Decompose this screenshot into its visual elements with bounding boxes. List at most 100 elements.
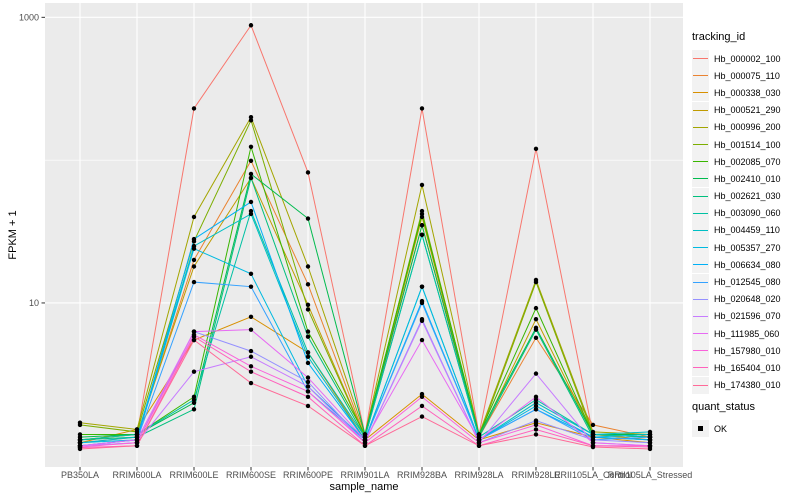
data-point (533, 422, 539, 428)
data-point (191, 106, 197, 111)
legend-item-label: Hb_000002_100 (714, 53, 781, 64)
data-point (248, 175, 254, 181)
data-point (647, 446, 653, 452)
data-point (533, 316, 539, 322)
data-point (419, 214, 425, 220)
data-point (533, 403, 539, 409)
x-tick-label: RRII105LA_Stressed (608, 470, 693, 480)
legend-item-label: Hb_000338_030 (714, 87, 781, 98)
legend-line-icon (693, 144, 708, 146)
data-point (590, 444, 596, 450)
x-tick-label: RRIM928LE (511, 470, 560, 480)
data-point (533, 427, 539, 432)
legend-item: Hb_174380_010 (692, 376, 781, 394)
data-point (305, 403, 311, 409)
panel-background (45, 3, 683, 467)
legend-item-label: Hb_001514_100 (714, 139, 781, 150)
grid-major (45, 3, 683, 467)
data-point (248, 199, 254, 205)
data-point (533, 394, 539, 400)
data-point (134, 443, 140, 448)
legend-line-icon (693, 384, 708, 386)
data-point (248, 118, 254, 123)
legend-item-label: Hb_021596_070 (714, 311, 781, 322)
data-point (305, 307, 311, 312)
data-point (77, 422, 83, 428)
legend-title: tracking_id (692, 31, 746, 43)
data-point (590, 422, 596, 428)
legend-key (692, 136, 709, 154)
legend-line-icon (693, 367, 708, 369)
data-point (647, 434, 653, 440)
legend-line-icon (693, 109, 708, 111)
quant-legend-title: quant_status (692, 401, 755, 413)
data-point (362, 443, 368, 448)
legend-item: Hb_000996_200 (692, 118, 781, 136)
data-point (590, 440, 596, 445)
legend-item-label: Hb_020648_020 (714, 294, 781, 305)
y-tick-labels: 10 1000 (19, 12, 39, 308)
legend-line-icon (693, 178, 708, 180)
legend-item: Hb_000075_110 (692, 67, 781, 85)
data-point (419, 414, 425, 419)
data-point (419, 394, 425, 400)
legend-key (692, 325, 709, 343)
legend-line-icon (693, 229, 708, 231)
legend-item-label: Hb_000075_110 (714, 70, 780, 81)
data-point (305, 329, 311, 334)
legend-key (692, 101, 709, 119)
legend-item: Hb_000002_100 (692, 50, 781, 68)
data-point (305, 282, 311, 287)
x-tick-label: RRIM928BA (397, 470, 447, 480)
quant-legend-item: OK (692, 420, 755, 438)
data-point (191, 337, 197, 343)
legend-item-label: Hb_174380_010 (714, 380, 781, 391)
black-point-icon (698, 426, 703, 432)
data-point (533, 371, 539, 376)
quant-legend-key (692, 420, 709, 438)
data-point (191, 334, 197, 339)
x-axis-title: sample_name (329, 481, 399, 493)
data-point (305, 375, 311, 380)
legend-item-label: Hb_012545_080 (714, 277, 781, 288)
data-point (305, 264, 311, 269)
data-point (419, 318, 425, 323)
x-tick-label: RRIM600LE (169, 470, 218, 480)
data-point (533, 400, 539, 405)
data-point (191, 400, 197, 405)
x-tick-label: PB350LA (61, 470, 99, 480)
data-point (248, 114, 254, 120)
data-point (248, 369, 254, 374)
data-point (419, 300, 425, 306)
data-point (248, 271, 254, 277)
data-point (305, 334, 311, 339)
data-point (419, 182, 425, 188)
x-tick-label: RRII105LA_Control (554, 470, 632, 480)
legend-item-label: Hb_002085_070 (714, 156, 781, 167)
legend-item: Hb_002621_030 (692, 187, 781, 205)
legend-item-label: Hb_002621_030 (714, 191, 781, 202)
legend-item-label: Hb_006634_080 (714, 259, 781, 270)
legend-key (692, 256, 709, 274)
legend-line-icon (693, 58, 708, 60)
legend-line-icon (693, 264, 708, 266)
data-point (533, 432, 539, 437)
data-point (191, 214, 197, 220)
legend-line-icon (693, 75, 708, 77)
legend-line-icon (693, 161, 708, 163)
data-point (248, 314, 254, 319)
data-point (419, 211, 425, 217)
legend-item-label: Hb_000996_200 (714, 122, 781, 133)
legend-line-icon (693, 281, 708, 283)
legend-items: Hb_000002_100 Hb_000075_110 Hb_000338_030 H… (692, 50, 781, 394)
legend-key (692, 84, 709, 102)
data-point (419, 106, 425, 111)
data-point (305, 384, 311, 389)
data-point (134, 440, 140, 445)
data-point (305, 360, 311, 366)
legend-item: Hb_012545_080 (692, 273, 781, 291)
data-point (248, 354, 254, 359)
data-point (191, 236, 197, 242)
data-point (533, 305, 539, 311)
data-point (248, 327, 254, 332)
